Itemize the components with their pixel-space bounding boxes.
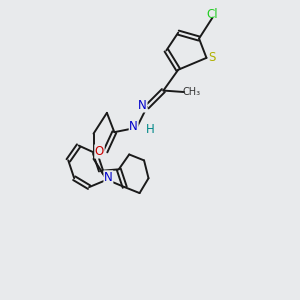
Text: O: O [95, 145, 104, 158]
Text: CH₃: CH₃ [182, 87, 201, 97]
Text: S: S [209, 51, 216, 64]
Text: N: N [138, 99, 147, 112]
Text: H: H [146, 123, 154, 136]
Text: Cl: Cl [207, 8, 218, 21]
Text: N: N [104, 171, 113, 184]
Text: N: N [129, 120, 138, 133]
